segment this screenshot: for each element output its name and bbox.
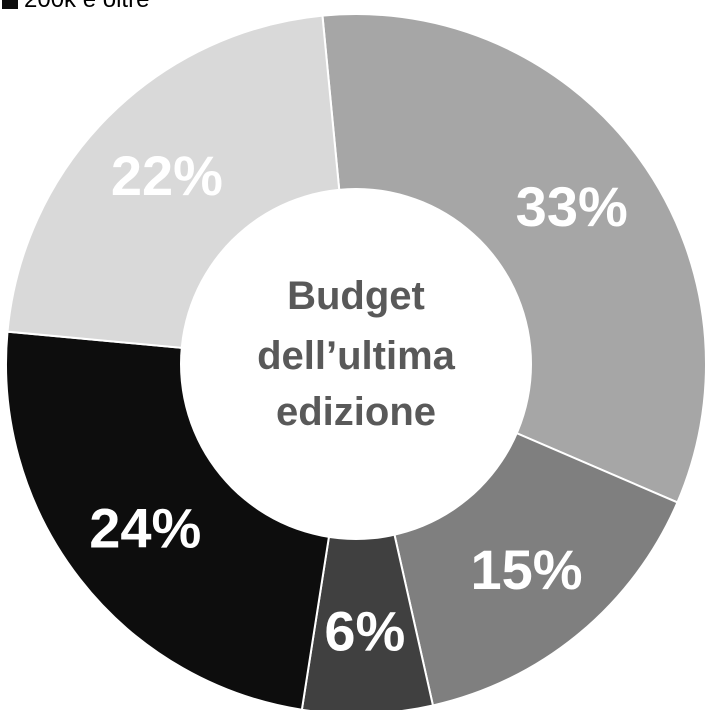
legend-swatch [2, 0, 18, 9]
donut-center-hole [180, 188, 532, 540]
center-label-line-3: edizione [276, 390, 436, 434]
legend: 200k e oltre [2, 0, 149, 13]
slice-labels-group: 33% 15% 6% 24% 22% [89, 144, 628, 662]
center-label-line-2: dell’ultima [257, 334, 456, 378]
slice-label-33pct: 33% [516, 175, 628, 238]
legend-entry-label: 200k e oltre [24, 0, 149, 13]
slice-label-6pct: 6% [324, 599, 405, 662]
slice-label-22pct: 22% [111, 144, 223, 207]
slice-label-24pct: 24% [89, 497, 201, 560]
center-label-line-1: Budget [287, 274, 425, 318]
slice-label-15pct: 15% [471, 538, 583, 601]
center-label-group: Budget dell’ultima edizione [257, 274, 456, 434]
